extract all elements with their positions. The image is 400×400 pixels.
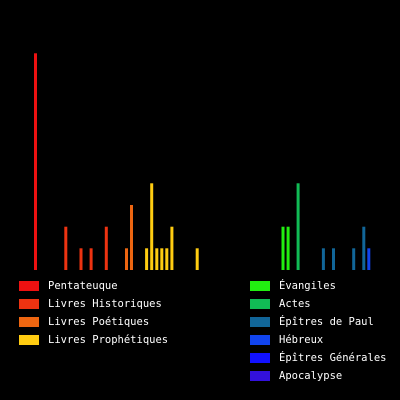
legend-swatch-livres-historiques [19, 299, 39, 309]
legend-swatch-epitres-de-paul [250, 317, 270, 327]
legend-swatch-livres-prophetiques [19, 335, 39, 345]
bar-livres-prophetiques-5 [170, 226, 174, 270]
bar-livres-prophetiques-1 [150, 183, 154, 270]
bar-livres-poetiques-1 [130, 205, 133, 270]
bar-livres-historiques-3 [104, 226, 108, 270]
bar-evangiles-1 [286, 226, 290, 270]
bar-evangiles-0 [281, 226, 285, 270]
legend-swatch-apocalypse [250, 371, 270, 381]
legend-swatch-livres-poetiques [19, 317, 39, 327]
bar-livres-historiques-2 [89, 248, 93, 270]
legend-label-hebreux: Hébreux [279, 334, 324, 346]
legend-swatch-hebreux [250, 335, 270, 345]
bar-livres-poetiques-0 [125, 248, 128, 270]
legend-label-evangiles: Évangiles [279, 280, 336, 292]
legend-label-livres-prophetiques: Livres Prophétiques [48, 334, 169, 346]
bar-epitres-de-paul-0 [321, 248, 325, 270]
legend-swatch-epitres-generales [250, 353, 270, 363]
legend-label-actes: Actes [279, 298, 311, 310]
bar-actes-0 [296, 183, 300, 270]
bar-epitres-de-paul-3 [362, 226, 366, 270]
legend-swatch-evangiles [250, 281, 270, 291]
bar-hebreux-0 [367, 248, 371, 270]
legend-swatch-actes [250, 299, 270, 309]
legend-label-livres-historiques: Livres Historiques [48, 298, 162, 310]
bar-livres-historiques-1 [79, 248, 83, 270]
legend-label-apocalypse: Apocalypse [279, 370, 343, 382]
legend-label-livres-poetiques: Livres Poétiques [48, 316, 150, 328]
legend-label-pentateuque: Pentateuque [48, 280, 118, 292]
bar-livres-prophetiques-2 [155, 248, 159, 270]
bar-livres-prophetiques-4 [165, 248, 169, 270]
bar-livres-historiques-0 [64, 226, 68, 270]
bar-epitres-de-paul-2 [352, 248, 356, 270]
legend-label-epitres-de-paul: Épîtres de Paul [279, 316, 374, 328]
legend-label-epitres-generales: Épîtres Générales [279, 352, 387, 364]
bar-livres-prophetiques-6 [195, 248, 199, 270]
legend-swatch-pentateuque [19, 281, 39, 291]
bar-pentateuque-0 [34, 53, 37, 270]
bar-epitres-de-paul-1 [332, 248, 335, 270]
bar-livres-prophetiques-0 [145, 248, 149, 270]
bar-livres-prophetiques-3 [160, 248, 164, 270]
